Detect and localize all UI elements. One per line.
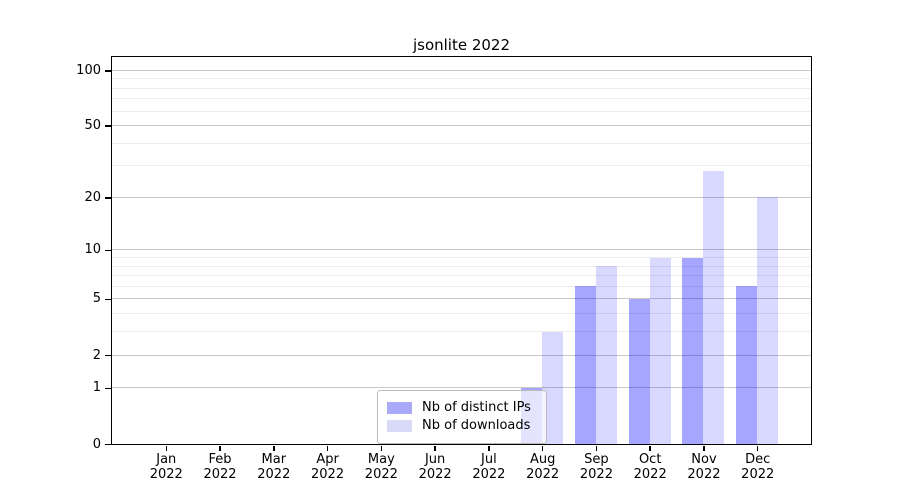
x-tick [488, 446, 490, 451]
x-tick-label-dec: Dec 2022 [741, 452, 775, 482]
legend-entry-downloads: Nb of downloads [387, 418, 537, 433]
gridline-minor [112, 275, 811, 277]
gridline-major [112, 387, 811, 389]
y-tick [105, 443, 111, 446]
gridline-minor [112, 165, 811, 167]
x-tick-label-jul: Jul 2022 [472, 452, 506, 482]
x-tick [380, 446, 383, 451]
chart-title: jsonlite 2022 [412, 36, 511, 54]
gridline-minor [112, 285, 811, 287]
x-tick-label-mar: Mar 2022 [257, 452, 291, 482]
x-tick [434, 446, 436, 451]
x-tick [326, 446, 329, 451]
gridline-minor [112, 265, 811, 267]
y-tick-label: 0 [92, 436, 101, 452]
gridline-minor [112, 98, 811, 100]
bar-downloads-dec [757, 197, 779, 444]
x-tick-label-oct: Oct 2022 [633, 452, 667, 482]
legend-entry-distinct-ips: Nb of distinct IPs [387, 400, 537, 415]
y-tick-label: 50 [84, 118, 101, 134]
y-tick-label: 10 [84, 242, 101, 258]
gridline-major [112, 249, 811, 251]
bar-distinct-ips-oct [628, 298, 650, 444]
bar-downloads-oct [649, 257, 671, 444]
bar-downloads-sep [595, 266, 617, 444]
x-tick-label-jan: Jan 2022 [149, 452, 183, 482]
y-tick-label: 100 [76, 62, 101, 78]
x-tick [756, 446, 759, 451]
legend-label-downloads: Nb of downloads [422, 418, 531, 433]
x-tick [165, 446, 168, 451]
y-tick [105, 249, 111, 252]
legend: Nb of distinct IPs Nb of downloads [377, 390, 547, 444]
gridline-minor [112, 331, 811, 333]
y-tick [105, 298, 111, 301]
bar-distinct-ips-dec [736, 286, 758, 444]
gridline-major [112, 69, 811, 71]
x-tick-label-apr: Apr 2022 [311, 452, 345, 482]
x-tick-label-sep: Sep 2022 [579, 452, 613, 482]
plot-area: Nb of distinct IPs Nb of downloads [111, 56, 812, 445]
x-tick [541, 446, 544, 451]
bar-downloads-aug [542, 331, 564, 444]
grid-layer [112, 57, 811, 444]
bar-distinct-ips-sep [574, 286, 596, 444]
legend-label-distinct-ips: Nb of distinct IPs [422, 400, 531, 415]
y-tick [105, 387, 111, 390]
gridline-minor [112, 257, 811, 259]
gridline-minor [112, 87, 811, 89]
y-tick-label: 1 [92, 380, 101, 396]
x-tick-label-aug: Aug 2022 [526, 452, 560, 482]
legend-swatch-downloads [387, 419, 412, 432]
x-tick [273, 446, 275, 451]
x-tick [219, 446, 221, 451]
y-tick [105, 197, 111, 199]
x-tick-label-nov: Nov 2022 [687, 452, 721, 482]
x-tick [649, 446, 651, 451]
gridline-minor [112, 110, 811, 112]
legend-swatch-distinct-ips [387, 401, 412, 414]
gridline-major [112, 298, 811, 300]
bars-layer [112, 57, 811, 444]
x-tick-label-jun: Jun 2022 [418, 452, 452, 482]
bar-distinct-ips-nov [682, 257, 704, 444]
y-tick [105, 70, 111, 72]
gridline-major [112, 125, 811, 127]
y-tick-label: 2 [92, 347, 101, 363]
gridline-major [112, 354, 811, 356]
x-tick-label-feb: Feb 2022 [203, 452, 237, 482]
x-tick [595, 446, 598, 451]
bar-downloads-nov [703, 171, 725, 444]
y-tick-label: 5 [92, 291, 101, 307]
gridline-minor [112, 142, 811, 144]
x-tick [703, 446, 705, 451]
gridline-major [112, 196, 811, 198]
gridline-minor [112, 313, 811, 315]
y-tick [105, 354, 111, 357]
y-tick [105, 125, 111, 127]
x-tick-label-may: May 2022 [364, 452, 398, 482]
y-tick-label: 20 [84, 189, 101, 205]
gridline-minor [112, 78, 811, 80]
